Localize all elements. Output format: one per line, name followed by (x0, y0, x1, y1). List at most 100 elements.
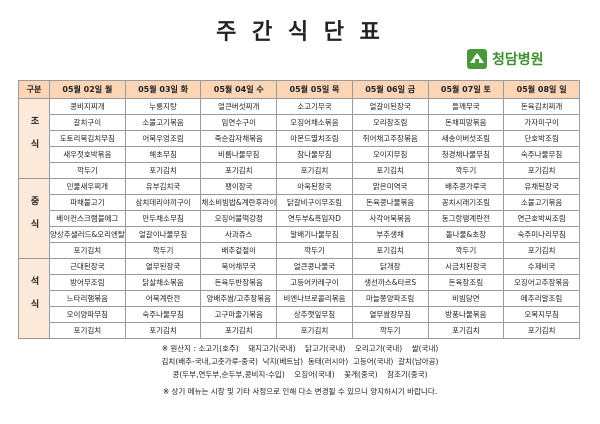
menu-item: 돈육장조림 (427, 274, 505, 291)
menu-item: 북어채무국 (200, 258, 278, 275)
menu-item: 포기김치 (427, 322, 505, 339)
menu-item: 오징어불떡강정 (200, 210, 278, 227)
menu-row: 포기김치 포기김치 포기김치 포기김치 깍두기 포기김치 포기김치 (19, 322, 580, 339)
menu-item: 고등어카레구이 (276, 274, 353, 291)
menu-row: 방어무조림 닭살채소볶음 돈육두반장볶음 고등어카레구이 생선까스&타르S 돈육장조림 오징… (19, 274, 580, 291)
menu-row: 조식 콩비지찌개 누룽지탕 얼큰버섯찌개 소고기무국 얼갈이된장국 들깨무국 돈육김치찌개 (18, 98, 580, 179)
menu-item: 청경채나물무침 (427, 146, 505, 163)
menu-item: 소불고기볶음 (124, 114, 202, 131)
menu-item: 연근호박씨조림 (503, 210, 580, 227)
note-line: ※ 원산지 : 소고기(호주) 돼지고기(국내) 닭고기(국내) 오리고기(국내… (161, 344, 439, 353)
menu-item: 맑은미역국 (351, 178, 429, 195)
menu-item: 방풍나물볶음 (427, 306, 505, 323)
menu-item: 임연수구이 (200, 114, 278, 131)
menu-item: 깍두기 (276, 242, 353, 259)
menu-item: 포기김치 (200, 322, 278, 339)
menu-item: 닭갈비구이무조림 (276, 194, 353, 211)
menu-item: 깍두기 (124, 242, 202, 259)
meal-label: 석식 (18, 258, 50, 339)
menu-item: 얼갈이나물무침 (124, 226, 202, 243)
menu-row: 갈치구이 소불고기볶음 임연수구이 오징어채소볶음 오리장조림 돈채피망볶음 가자미구이 (19, 114, 580, 131)
menu-item: 포기김치 (351, 162, 429, 179)
menu-item: 콩비지찌개 (49, 98, 126, 115)
day-header: 05월 07일 토 (427, 80, 505, 99)
meal-label: 조식 (18, 98, 50, 179)
menu-item: 오징어채소볶음 (276, 114, 353, 131)
menu-row: 석식 근대된장국 열무된장국 북어채무국 얼큰콩나물국 닭개장 시금치된장국 수제비국 (18, 258, 580, 339)
menu-item: 깍두기 (427, 242, 505, 259)
menu-item: 배추겉절이 (200, 242, 278, 259)
menu-item: 돈육콩나물볶음 (351, 194, 429, 211)
menu-item: 돈육김치찌개 (503, 98, 580, 115)
menu-item: 누룽지탕 (124, 98, 202, 115)
menu-item: 꽁치시래기조림 (427, 194, 505, 211)
menu-item: 느타리햄볶음 (49, 290, 126, 307)
menu-item: 들깨무국 (427, 98, 505, 115)
menu-row: 양상추샐러드&오리엔탈D 얼갈이나물무침 사과쥬스 알배기나물무침 부추생채 돌나물&초장… (19, 226, 580, 243)
menu-item: 양배추쌈/고추장볶음 (200, 290, 278, 307)
menu-table: 구분 05월 02일 월 05월 03일 화 05월 04일 수 05월 05일 목 05… (18, 80, 580, 339)
menu-item: 배추콩가루국 (427, 178, 505, 195)
menu-item: 연두부&흑임자D (276, 210, 353, 227)
menu-item: 방어무조림 (49, 274, 126, 291)
menu-item: 돌나물&초장 (427, 226, 505, 243)
corner-cell: 구분 (18, 80, 50, 99)
menu-item: 비름나물무침 (200, 146, 278, 163)
menu-item: 근대된장국 (49, 258, 126, 275)
menu-item: 포기김치 (276, 322, 353, 339)
day-header: 05월 08일 일 (503, 80, 580, 99)
menu-item: 얼큰버섯찌개 (200, 98, 278, 115)
menu-item: 사과쥬스 (200, 226, 278, 243)
note-line: 김치(배추-국내,고춧가루-중국) 낙지(베트남) 동태(러시아) 고등어(국내… (161, 357, 439, 366)
menu-item: 수제비국 (503, 258, 580, 275)
menu-item: 양상추샐러드&오리엔탈D (49, 226, 126, 243)
meal-label: 중식 (18, 178, 50, 259)
day-header: 05월 04일 수 (200, 80, 278, 99)
menu-item: 상추깻잎무침 (276, 306, 353, 323)
menu-row: 새우젓호박볶음 해초무침 비름나물무침 참나물무침 오이지무침 청경채나물무침 숙주나물무침 (19, 146, 580, 163)
menu-item: 깍두기 (49, 162, 126, 179)
menu-item: 돈육두반장볶음 (200, 274, 278, 291)
menu-item: 닭살채소볶음 (124, 274, 202, 291)
menu-item: 열무쌈장무침 (351, 306, 429, 323)
menu-item: 유채된장국 (503, 178, 580, 195)
menu-item: 메추리알조림 (503, 290, 580, 307)
menu-item: 유부김치국 (124, 178, 202, 195)
menu-item: 채소비빔밥&계란후라이 (200, 194, 278, 211)
menu-item: 삼치데리야끼구이 (124, 194, 202, 211)
menu-item: 숙주나물무침 (124, 306, 202, 323)
menu-item: 숙주미나리무침 (503, 226, 580, 243)
menu-item: 오리장조림 (351, 114, 429, 131)
menu-item: 알배기나물무침 (276, 226, 353, 243)
notes: ※ 원산지 : 소고기(호주) 돼지고기(국내) 닭고기(국내) 오리고기(국내… (0, 342, 600, 398)
menu-item: 팽이장국 (200, 178, 278, 195)
menu-item: 파채불고기 (49, 194, 126, 211)
menu-item: 얼큰콩나물국 (276, 258, 353, 275)
menu-item: 포기김치 (124, 322, 202, 339)
menu-item: 오징어고추장볶음 (503, 274, 580, 291)
menu-item: 해초무침 (124, 146, 202, 163)
menu-item: 비엔나브로콜리볶음 (276, 290, 353, 307)
menu-item: 포기김치 (276, 162, 353, 179)
menu-row: 베이컨스크램블에그 만두채소무침 오징어불떡강정 연두부&흑임자D 사각어묵볶음 동그랑땡… (19, 210, 580, 227)
menu-row: 느타리햄볶음 어묵계란전 양배추쌈/고추장볶음 비엔나브로콜리볶음 마늘쫑양파조림 비빔당… (19, 290, 580, 307)
menu-item: 단호박조림 (503, 130, 580, 147)
menu-item: 가자미구이 (503, 114, 580, 131)
menu-item: 만두채소무침 (124, 210, 202, 227)
menu-item: 포기김치 (49, 322, 126, 339)
menu-item: 아욱된장국 (276, 178, 353, 195)
menu-item: 포기김치 (503, 242, 580, 259)
menu-item: 오복지무침 (503, 306, 580, 323)
menu-item: 포기김치 (503, 162, 580, 179)
menu-item: 새우젓호박볶음 (49, 146, 126, 163)
menu-item: 포기김치 (49, 242, 126, 259)
menu-item: 비빔당면 (427, 290, 505, 307)
note-line: ※ 상기 메뉴는 시장 및 기타 사정으로 인해 다소 변경될 수 있으니 양지… (162, 387, 438, 396)
menu-item: 어묵계란전 (124, 290, 202, 307)
menu-item: 열무된장국 (124, 258, 202, 275)
menu-item: 생선까스&타르S (351, 274, 429, 291)
menu-item: 죽순감자채볶음 (200, 130, 278, 147)
menu-item: 소고기무국 (276, 98, 353, 115)
menu-item: 깍두기 (427, 162, 505, 179)
menu-item: 닭개장 (351, 258, 429, 275)
